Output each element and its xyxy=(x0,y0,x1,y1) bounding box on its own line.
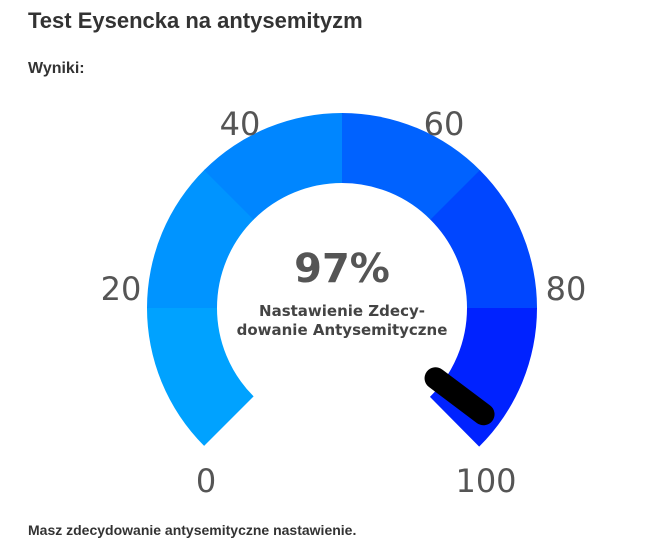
tick-label-80: 80 xyxy=(546,270,587,308)
gauge-tick-labels: 0 20 40 60 80 100 xyxy=(101,105,587,500)
tick-label-20: 20 xyxy=(101,270,142,308)
tick-label-40: 40 xyxy=(220,105,261,143)
score-gauge: 0 20 40 60 80 100 97% Nastawienie Zdecy-… xyxy=(0,95,670,505)
gauge-segment xyxy=(204,113,344,220)
tick-label-100: 100 xyxy=(455,462,516,500)
gauge-chart: 0 20 40 60 80 100 97% Nastawienie Zdecy-… xyxy=(101,105,587,500)
tick-label-60: 60 xyxy=(424,105,465,143)
result-message: Masz zdecydowanie antysemityczne nastawi… xyxy=(28,522,357,538)
results-heading: Wyniki: xyxy=(28,60,85,77)
page-title: Test Eysencka na antysemityzm xyxy=(28,8,363,33)
gauge-segment xyxy=(147,306,254,446)
gauge-description-line-2: dowanie Antysemityczne xyxy=(237,321,448,339)
gauge-description-line-1: Nastawienie Zdecy- xyxy=(259,302,425,320)
tick-label-0: 0 xyxy=(196,462,216,500)
gauge-value: 97% xyxy=(294,246,390,292)
gauge-needle-bar xyxy=(424,367,495,426)
gauge-segment xyxy=(147,169,255,308)
gauge-segment xyxy=(429,308,537,447)
gauge-needle xyxy=(424,367,495,426)
gauge-segment xyxy=(430,170,537,310)
gauge-segments xyxy=(147,113,537,447)
gauge-segment xyxy=(342,113,481,221)
